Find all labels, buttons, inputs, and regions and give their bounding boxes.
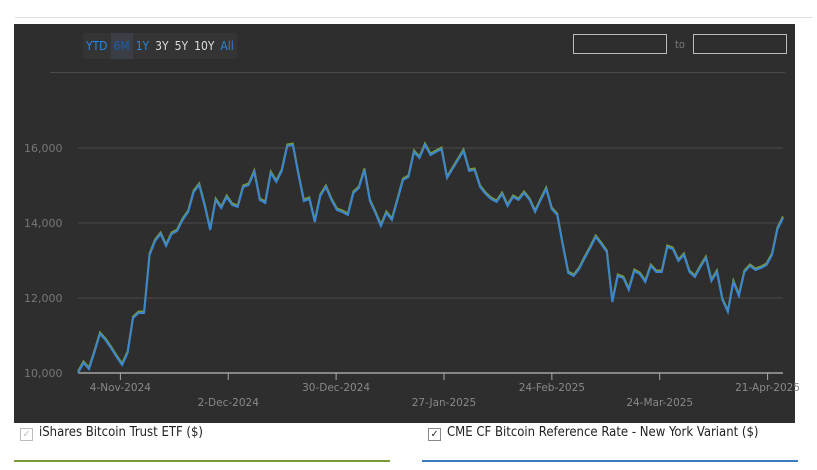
x-tick-label: 27-Jan-2025 [412, 397, 476, 409]
top-divider [15, 17, 812, 18]
y-tick-label: 16,000 [24, 142, 63, 155]
y-tick-label: 10,000 [24, 367, 63, 380]
start-date-input[interactable] [573, 34, 667, 54]
checkbox-icon[interactable]: ✓ [20, 428, 33, 441]
cme-series-line [77, 142, 784, 374]
range-button-10y[interactable]: 10Y [194, 39, 215, 53]
legend-label: CME CF Bitcoin Reference Rate - New York… [447, 425, 759, 440]
x-tick-label: 24-Feb-2025 [519, 382, 585, 394]
range-selector: YTD 6M 1Y 3Y 5Y 10Y All [83, 33, 237, 59]
x-tick-label: 2-Dec-2024 [198, 397, 260, 409]
x-tick-label: 24-Mar-2025 [626, 397, 693, 409]
range-button-6m[interactable]: 6M [110, 33, 133, 59]
x-tick-label: 21-Apr-2025 [735, 382, 800, 394]
range-button-all[interactable]: All [220, 39, 234, 53]
range-button-ytd[interactable]: YTD [86, 39, 108, 53]
y-tick-label: 14,000 [24, 217, 63, 230]
x-tick-label: 30-Dec-2024 [302, 382, 370, 394]
toolbar-divider [50, 72, 785, 73]
date-range: to [573, 34, 787, 54]
y-tick-label: 12,000 [24, 292, 63, 305]
to-label: to [675, 37, 685, 51]
range-button-3y[interactable]: 3Y [155, 39, 169, 53]
end-date-input[interactable] [692, 34, 787, 54]
cme-color-bar [422, 460, 798, 462]
x-tick-label: 4-Nov-2024 [90, 382, 152, 394]
range-button-1y[interactable]: 1Y [135, 39, 150, 53]
range-button-5y[interactable]: 5Y [174, 39, 189, 53]
ishares-color-bar [14, 460, 390, 462]
checkbox-icon[interactable]: ✓ [428, 428, 441, 441]
legend-item-ishares[interactable]: ✓ iShares Bitcoin Trust ETF ($) [20, 425, 203, 441]
legend-label: iShares Bitcoin Trust ETF ($) [39, 425, 203, 440]
legend-item-cme[interactable]: ✓ CME CF Bitcoin Reference Rate - New Yo… [428, 425, 788, 441]
